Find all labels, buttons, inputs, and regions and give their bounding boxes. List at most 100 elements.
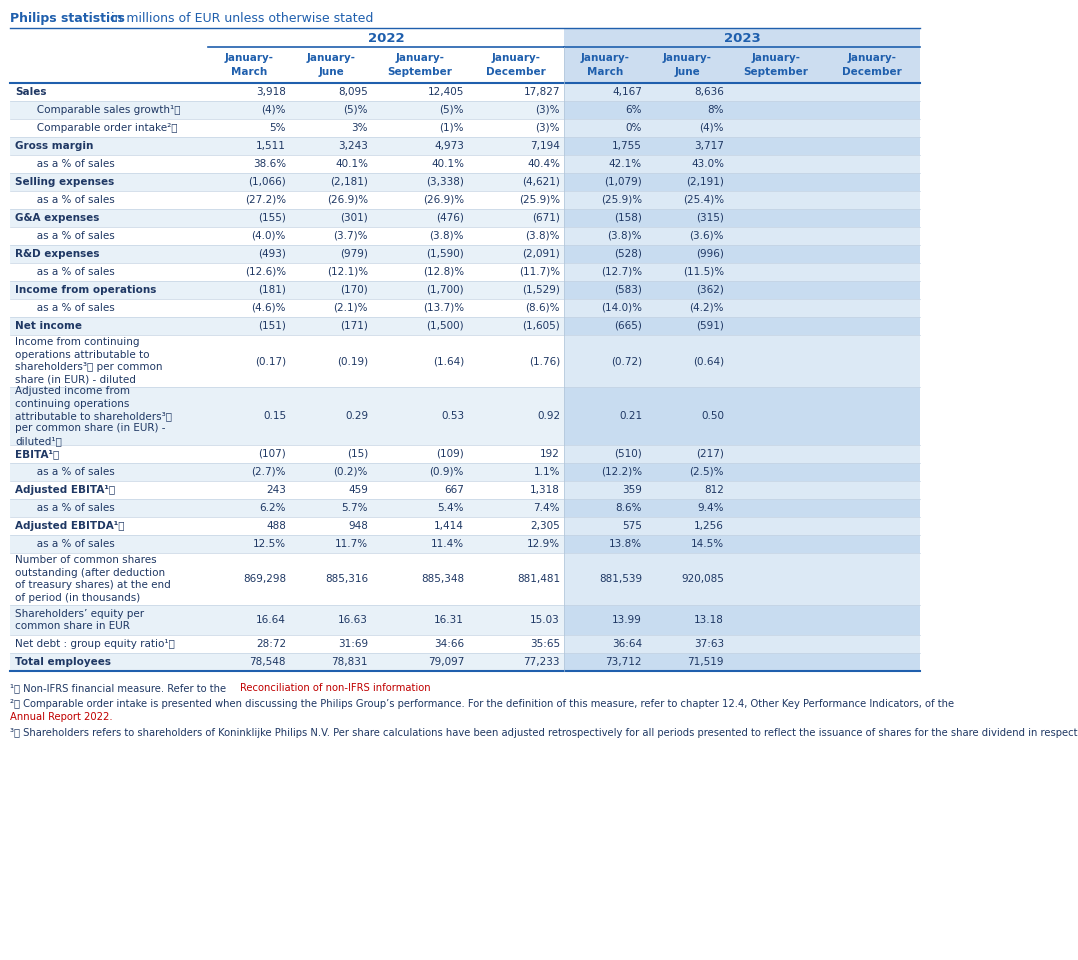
Text: (0.72): (0.72) [611, 356, 642, 366]
Text: 6.2%: 6.2% [260, 503, 286, 513]
Text: (151): (151) [258, 321, 286, 331]
Text: (3.8)%: (3.8)% [429, 231, 464, 241]
Text: 12,405: 12,405 [428, 87, 464, 97]
Text: as a % of sales: as a % of sales [27, 539, 114, 549]
Bar [10, 463, 920, 481]
Text: 488: 488 [266, 521, 286, 531]
Text: (2.7)%: (2.7)% [251, 467, 286, 477]
Text: 192: 192 [540, 449, 559, 459]
Text: ³⧠ Shareholders refers to shareholders of Koninklijke Philips N.V. Per share cal: ³⧠ Shareholders refers to shareholders o… [10, 728, 1078, 738]
Text: (1,605): (1,605) [522, 321, 559, 331]
Text: 1,318: 1,318 [530, 485, 559, 495]
Text: (12.6)%: (12.6)% [245, 267, 286, 277]
Text: (11.7)%: (11.7)% [519, 267, 559, 277]
Text: (15): (15) [347, 449, 368, 459]
Text: 28:72: 28:72 [255, 639, 286, 649]
Text: (12.1)%: (12.1)% [327, 267, 368, 277]
Text: 11.4%: 11.4% [431, 539, 464, 549]
Bar [10, 137, 920, 155]
Text: 881,481: 881,481 [516, 574, 559, 584]
Text: (301): (301) [341, 213, 368, 223]
Bar [10, 191, 920, 209]
Text: 11.7%: 11.7% [335, 539, 368, 549]
Text: (493): (493) [258, 249, 286, 259]
Bar [10, 481, 920, 499]
Text: 40.1%: 40.1% [431, 159, 464, 169]
Bar [564, 317, 920, 335]
Text: 8.6%: 8.6% [616, 503, 642, 513]
Text: 13.8%: 13.8% [609, 539, 642, 549]
Text: January-
September: January- September [388, 54, 453, 77]
Text: Selling expenses: Selling expenses [15, 177, 114, 187]
Text: (155): (155) [258, 213, 286, 223]
Text: as a % of sales: as a % of sales [27, 195, 114, 205]
Text: (12.2)%: (12.2)% [600, 467, 642, 477]
Text: 885,316: 885,316 [324, 574, 368, 584]
Text: Adjusted EBITDA¹⧠: Adjusted EBITDA¹⧠ [15, 521, 124, 531]
Text: G&A expenses: G&A expenses [15, 213, 99, 223]
Text: (13.7)%: (13.7)% [423, 303, 464, 313]
Bar [564, 387, 920, 445]
Text: (107): (107) [259, 449, 286, 459]
Text: 0.53: 0.53 [441, 411, 464, 421]
Bar [10, 517, 920, 535]
Text: as a % of sales: as a % of sales [27, 267, 114, 277]
Text: (3,338): (3,338) [426, 177, 464, 187]
Text: 12.5%: 12.5% [253, 539, 286, 549]
Text: (109): (109) [437, 449, 464, 459]
Bar [10, 263, 920, 281]
Text: 38.6%: 38.6% [253, 159, 286, 169]
Text: (25.9)%: (25.9)% [600, 195, 642, 205]
Bar [10, 155, 920, 173]
Text: 77,233: 77,233 [524, 657, 559, 667]
Text: (2,181): (2,181) [330, 177, 368, 187]
Text: (12.7)%: (12.7)% [600, 267, 642, 277]
Text: (996): (996) [696, 249, 724, 259]
Text: Total employees: Total employees [15, 657, 111, 667]
Bar [564, 445, 920, 463]
Bar [10, 245, 920, 263]
Text: (0.19): (0.19) [336, 356, 368, 366]
Text: January-
June: January- June [306, 54, 356, 77]
Bar [10, 499, 920, 517]
Text: 0.50: 0.50 [701, 411, 724, 421]
Text: 459: 459 [348, 485, 368, 495]
Text: (2.5)%: (2.5)% [690, 467, 724, 477]
Text: Philips statistics: Philips statistics [10, 12, 125, 25]
Text: (591): (591) [696, 321, 724, 331]
Text: (1,079): (1,079) [605, 177, 642, 187]
Text: 1.1%: 1.1% [534, 467, 559, 477]
Text: (8.6)%: (8.6)% [525, 303, 559, 313]
Bar [564, 635, 920, 653]
Text: Adjusted EBITA¹⧠: Adjusted EBITA¹⧠ [15, 485, 115, 495]
Text: 14.5%: 14.5% [691, 539, 724, 549]
Text: (3)%: (3)% [536, 123, 559, 133]
Bar [10, 335, 920, 387]
Text: 7.4%: 7.4% [534, 503, 559, 513]
Bar [564, 227, 920, 245]
Bar [10, 387, 920, 445]
Text: (12.8)%: (12.8)% [423, 267, 464, 277]
Text: Adjusted income from
continuing operations
attributable to shareholders³⧠
per co: Adjusted income from continuing operatio… [15, 386, 172, 445]
Text: (0.2)%: (0.2)% [333, 467, 368, 477]
Text: (510): (510) [614, 449, 642, 459]
Text: 5.7%: 5.7% [342, 503, 368, 513]
Text: January-
June: January- June [663, 54, 711, 77]
Text: Income from operations: Income from operations [15, 285, 156, 295]
Text: 0.21: 0.21 [619, 411, 642, 421]
Text: 37:63: 37:63 [694, 639, 724, 649]
Text: as a % of sales: as a % of sales [27, 467, 114, 477]
Bar [10, 535, 920, 553]
Bar [10, 101, 920, 119]
Bar [564, 173, 920, 191]
Bar [10, 299, 920, 317]
Text: 43.0%: 43.0% [691, 159, 724, 169]
Text: (1,590): (1,590) [426, 249, 464, 259]
Text: 6%: 6% [625, 105, 642, 115]
Text: EBITA¹⧠: EBITA¹⧠ [15, 449, 59, 459]
Text: 5%: 5% [270, 123, 286, 133]
Text: 78,548: 78,548 [249, 657, 286, 667]
Text: 3,243: 3,243 [338, 141, 368, 151]
Text: as a % of sales: as a % of sales [27, 159, 114, 169]
Text: (2.1)%: (2.1)% [333, 303, 368, 313]
